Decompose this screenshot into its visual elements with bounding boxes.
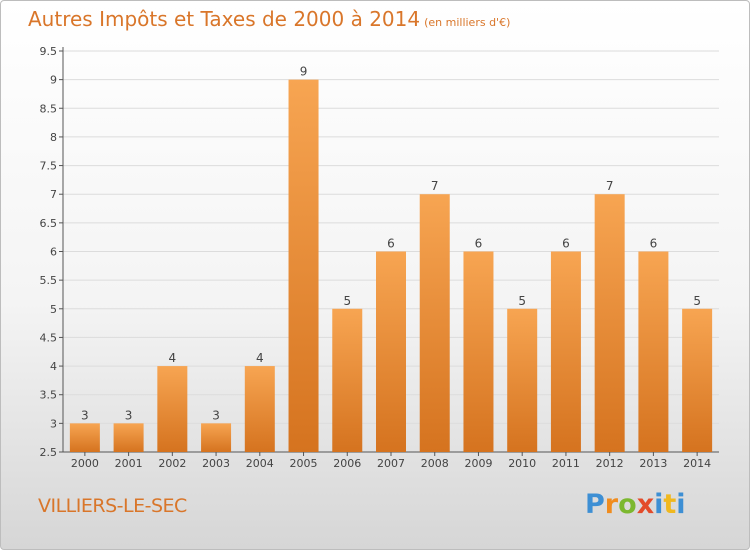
bar-2002: [157, 366, 188, 452]
x-tick-label-2009: 2009: [464, 457, 492, 470]
y-tick-label: 8.5: [40, 102, 58, 115]
bar-2012: [594, 194, 625, 452]
bar-2009: [463, 251, 494, 452]
y-tick-label: 9: [50, 74, 57, 87]
bar-2007: [376, 251, 406, 452]
x-tick-label-2001: 2001: [115, 457, 143, 470]
y-tick-label: 6.5: [40, 217, 58, 230]
y-tick-label: 4.5: [40, 331, 58, 344]
bar-2000: [69, 423, 100, 452]
bar-2014: [682, 308, 713, 452]
bar-2006: [332, 308, 363, 452]
bar-2003: [201, 423, 232, 452]
y-tick-label: 3.5: [40, 389, 58, 402]
y-tick-label: 5.5: [40, 274, 58, 287]
y-tick-label: 9.5: [40, 45, 58, 58]
x-tick-label-2007: 2007: [377, 457, 405, 470]
data-label-2007: 6: [387, 237, 395, 251]
x-tick-label-2005: 2005: [290, 457, 318, 470]
data-label-2003: 3: [212, 408, 220, 422]
y-tick-label: 4: [50, 360, 57, 373]
x-tick-label-2013: 2013: [639, 457, 667, 470]
x-tick-label-2010: 2010: [508, 457, 536, 470]
y-tick-label: 7: [50, 188, 57, 201]
chart-subtitle: (en milliers d'€): [424, 16, 511, 29]
data-label-2014: 5: [693, 294, 701, 308]
data-label-2010: 5: [518, 294, 526, 308]
data-label-2013: 6: [650, 237, 658, 251]
y-tick-label: 5: [50, 303, 57, 316]
x-tick-label-2006: 2006: [333, 457, 361, 470]
y-tick-label: 7.5: [40, 160, 58, 173]
data-label-2006: 5: [343, 294, 351, 308]
label-layer: 3 2000 3 2001 4 2002 3 2003 4 2004 9 2005 5 2006 6 2007…: [71, 65, 711, 470]
data-label-2009: 6: [475, 237, 483, 251]
bar-layer: [69, 79, 713, 453]
bar-2010: [507, 308, 538, 452]
data-label-2012: 7: [606, 179, 614, 193]
data-label-2005: 9: [300, 65, 308, 79]
bar-2001: [113, 423, 144, 452]
data-label-2001: 3: [125, 408, 133, 422]
x-tick-label-2011: 2011: [552, 457, 580, 470]
proxiti-logo: Proxiti: [585, 489, 686, 520]
x-tick-label-2012: 2012: [596, 457, 624, 470]
data-label-2008: 7: [431, 179, 439, 193]
bar-2011: [550, 251, 581, 452]
x-tick-label-2003: 2003: [202, 457, 230, 470]
y-tick-label: 3: [50, 417, 57, 430]
y-tick-label: 8: [50, 131, 57, 144]
data-label-2000: 3: [81, 408, 89, 422]
data-label-2011: 6: [562, 237, 570, 251]
bar-2005: [288, 79, 319, 453]
x-tick-label-2008: 2008: [421, 457, 449, 470]
chart-title: Autres Impôts et Taxes de 2000 à 2014 (en…: [28, 7, 510, 31]
x-tick-label-2004: 2004: [246, 457, 274, 470]
bar-2013: [638, 251, 669, 452]
data-label-2002: 4: [169, 351, 177, 365]
x-tick-label-2014: 2014: [683, 457, 711, 470]
y-tick-label: 2.5: [40, 446, 58, 459]
data-label-2004: 4: [256, 351, 264, 365]
x-tick-label-2002: 2002: [158, 457, 186, 470]
bar-2004: [244, 366, 275, 452]
chart-title-text: Autres Impôts et Taxes de 2000 à 2014: [28, 7, 421, 31]
commune-name: VILLIERS-LE-SEC: [38, 495, 187, 517]
y-tick-label: 6: [50, 246, 57, 259]
bar-2008: [419, 194, 450, 452]
x-tick-label-2000: 2000: [71, 457, 99, 470]
